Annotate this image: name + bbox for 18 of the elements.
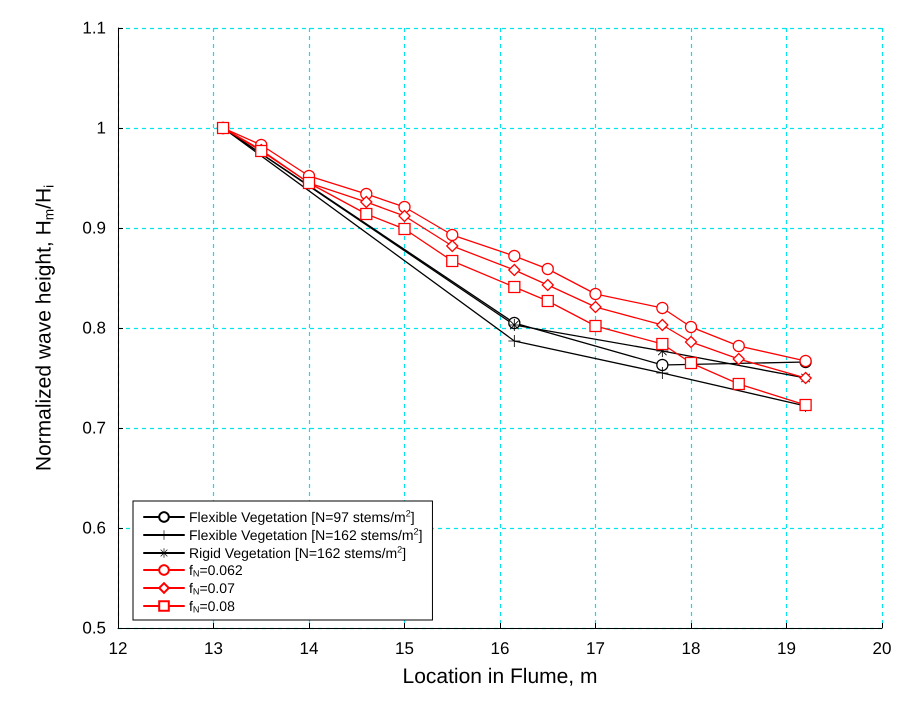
x-tick-label: 13: [204, 639, 223, 658]
x-tick-label: 15: [395, 639, 414, 658]
y-tick-label: 0.6: [82, 518, 106, 538]
y-tick-label: 1: [96, 118, 106, 138]
y-tick-label: 1.1: [82, 18, 106, 38]
y-axis-title: Normalized wave height, Hm/Hi: [32, 184, 56, 472]
y-tick-label: 0.8: [82, 318, 106, 338]
x-tick-label: 18: [682, 639, 700, 658]
x-tick-label: 19: [777, 639, 796, 658]
y-tick-label: 0.7: [82, 418, 106, 438]
x-tick-label: 17: [586, 639, 605, 658]
x-tick-label: 12: [108, 639, 128, 658]
x-tick-label: 16: [490, 639, 510, 658]
x-axis-title: Location in Flume, m: [402, 665, 598, 688]
y-tick-label: 0.9: [82, 218, 106, 238]
y-tick-label: 0.5: [82, 618, 106, 638]
x-tick-label: 20: [872, 639, 892, 658]
x-tick-label: 14: [300, 639, 318, 658]
